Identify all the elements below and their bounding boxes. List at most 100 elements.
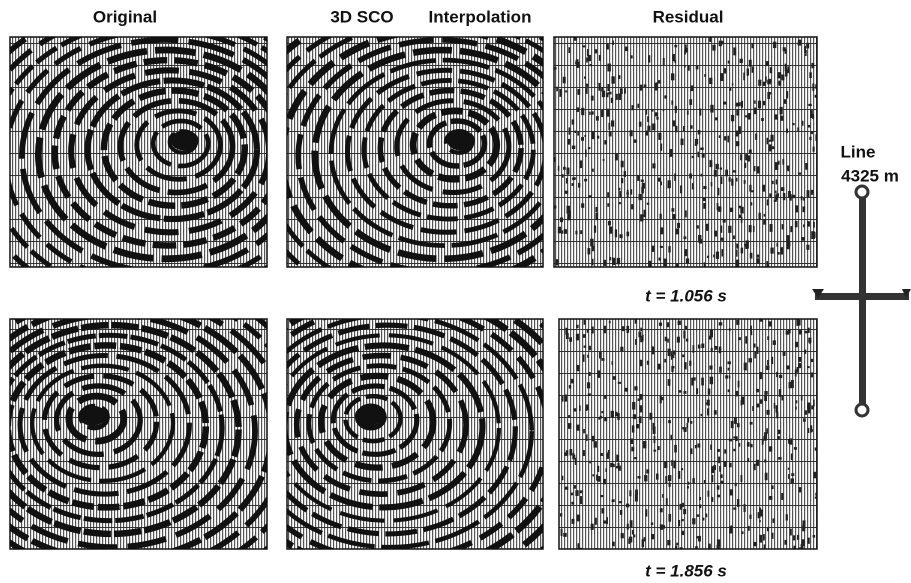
residual-speck bbox=[676, 263, 679, 267]
residual-speck bbox=[706, 399, 710, 406]
residual-speck bbox=[701, 153, 705, 158]
residual-speck bbox=[638, 193, 642, 201]
endpoint-arrow bbox=[902, 289, 911, 298]
endpoint-arrow bbox=[812, 289, 824, 298]
event-ring bbox=[100, 87, 249, 210]
residual-speck bbox=[575, 230, 578, 235]
column-header: Original bbox=[93, 7, 157, 26]
residual-speck bbox=[795, 406, 797, 410]
residual-speck bbox=[675, 228, 680, 235]
residual-speck bbox=[748, 225, 752, 233]
residual-speck bbox=[785, 330, 789, 335]
residual-speck bbox=[771, 146, 775, 150]
residual-speck bbox=[718, 346, 722, 354]
residual-speck bbox=[624, 387, 629, 392]
event-core bbox=[447, 130, 476, 151]
residual-speck bbox=[603, 520, 607, 524]
residual-speck bbox=[746, 442, 750, 447]
residual-speck bbox=[707, 490, 710, 497]
residual-speck bbox=[595, 116, 599, 121]
residual-speck bbox=[709, 37, 712, 42]
residual-speck bbox=[557, 226, 562, 234]
residual-speck bbox=[671, 354, 675, 358]
residual-speck bbox=[592, 474, 595, 477]
panel-content bbox=[287, 37, 543, 267]
seismic-panel bbox=[9, 36, 268, 268]
residual-speck bbox=[665, 498, 668, 506]
residual-speck bbox=[637, 103, 640, 108]
residual-speck bbox=[788, 190, 791, 198]
residual-speck bbox=[763, 219, 767, 225]
residual-speck bbox=[692, 478, 695, 484]
residual-speck bbox=[733, 507, 737, 510]
residual-speck bbox=[708, 335, 712, 340]
residual-speck bbox=[697, 344, 701, 349]
residual-speck bbox=[760, 509, 763, 517]
residual-speck bbox=[700, 413, 703, 417]
residual-speck bbox=[692, 345, 695, 353]
residual-speck bbox=[565, 327, 568, 335]
residual-speck bbox=[720, 237, 724, 241]
residual-speck bbox=[582, 45, 586, 48]
residual-speck bbox=[744, 243, 746, 247]
residual-speck bbox=[620, 533, 624, 539]
residual-speck bbox=[781, 493, 784, 500]
residual-speck bbox=[686, 110, 689, 115]
residual-speck bbox=[576, 324, 579, 329]
residual-speck bbox=[653, 449, 657, 452]
residual-speck bbox=[785, 91, 789, 99]
residual-speck bbox=[571, 518, 575, 524]
residual-speck bbox=[659, 524, 663, 530]
residual-speck bbox=[659, 213, 662, 219]
residual-speck bbox=[603, 325, 607, 334]
residual-speck bbox=[678, 519, 681, 527]
residual-speck bbox=[697, 151, 700, 158]
residual-speck bbox=[677, 470, 681, 479]
residual-speck bbox=[696, 388, 699, 395]
residual-speck bbox=[674, 444, 677, 453]
residual-speck bbox=[683, 508, 687, 515]
residual-speck bbox=[659, 395, 662, 404]
residual-speck bbox=[660, 181, 662, 186]
residual-speck bbox=[811, 189, 814, 195]
residual-speck bbox=[761, 117, 764, 122]
residual-speck bbox=[800, 196, 803, 201]
residual-speck bbox=[626, 325, 630, 333]
event-ring bbox=[287, 342, 486, 511]
residual-speck bbox=[750, 331, 753, 336]
residual-speck bbox=[811, 405, 814, 410]
residual-speck bbox=[793, 447, 798, 450]
residual-speck bbox=[634, 493, 638, 502]
residual-speck bbox=[626, 189, 629, 198]
residual-speck bbox=[736, 319, 740, 325]
event-ring bbox=[295, 37, 543, 267]
residual-speck bbox=[740, 206, 744, 214]
residual-speck bbox=[764, 432, 768, 439]
residual-speck bbox=[652, 123, 656, 131]
residual-speck bbox=[583, 76, 586, 79]
residual-speck bbox=[684, 249, 688, 257]
residual-speck bbox=[565, 90, 568, 93]
residual-speck bbox=[713, 465, 716, 471]
residual-speck bbox=[584, 178, 588, 182]
residual-speck bbox=[725, 169, 729, 177]
residual-speck bbox=[698, 234, 702, 243]
residual-speck bbox=[559, 513, 563, 517]
residual-speck bbox=[738, 102, 741, 107]
residual-speck bbox=[607, 63, 611, 72]
residual-speck bbox=[778, 80, 782, 86]
residual-speck bbox=[791, 473, 795, 476]
residual-speck bbox=[660, 397, 664, 401]
residual-speck bbox=[771, 356, 774, 365]
residual-speck bbox=[617, 462, 620, 469]
residual-speck bbox=[588, 195, 592, 198]
residual-speck bbox=[712, 44, 716, 51]
residual-speck bbox=[745, 154, 748, 161]
residual-speck bbox=[618, 465, 621, 471]
residual-speck bbox=[754, 100, 756, 104]
residual-speck bbox=[779, 106, 783, 115]
residual-speck bbox=[773, 402, 776, 409]
event-ring bbox=[377, 87, 524, 209]
residual-speck bbox=[692, 518, 696, 525]
residual-speck bbox=[672, 120, 676, 127]
